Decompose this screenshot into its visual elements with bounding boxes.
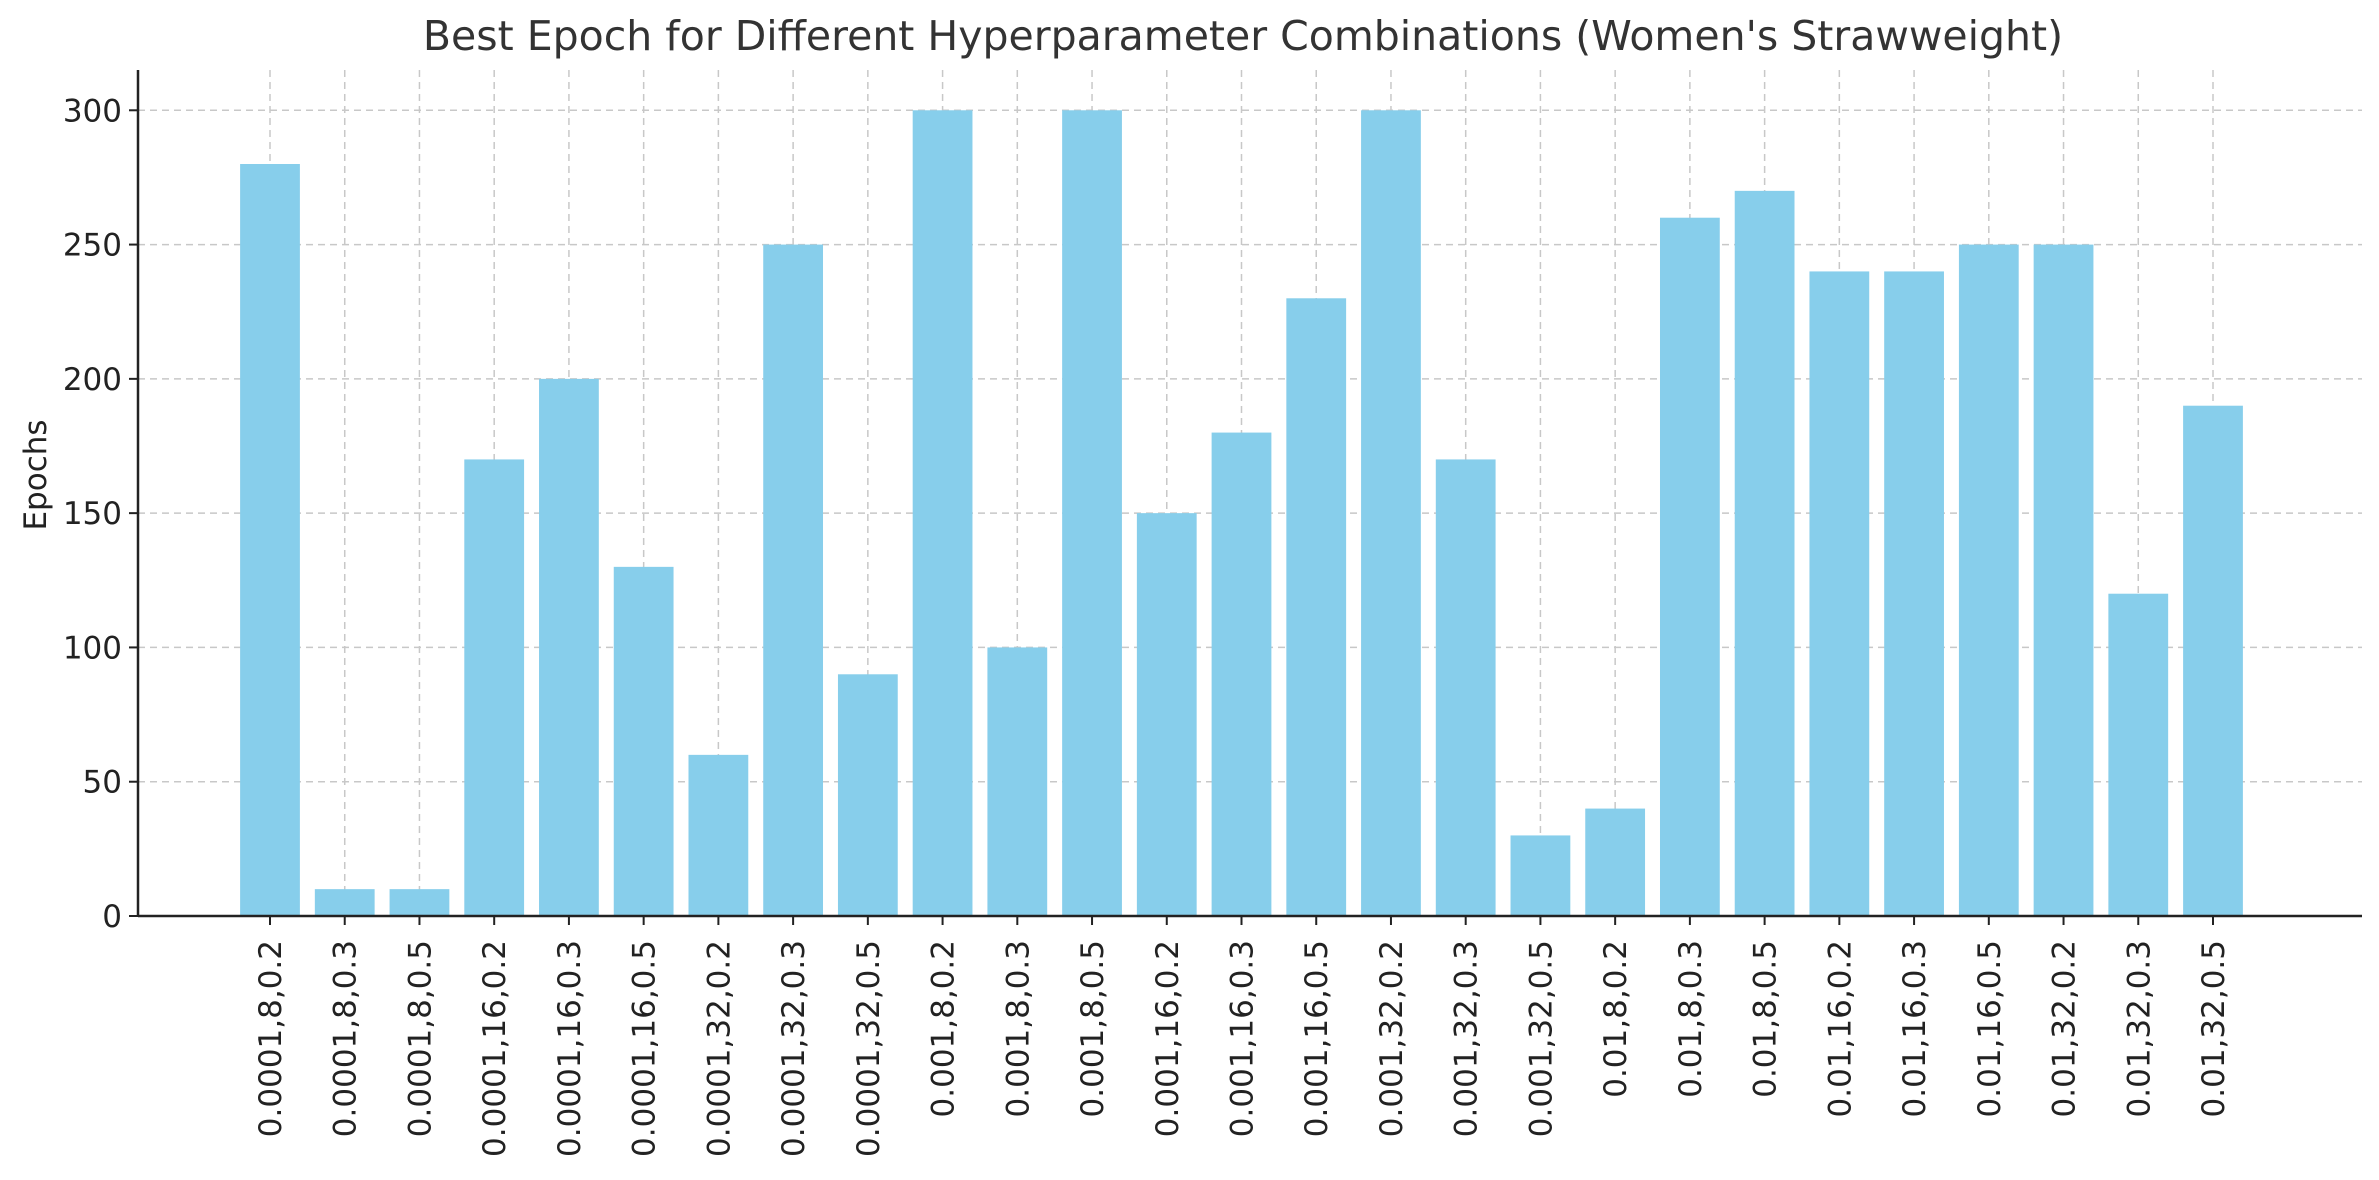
y-tick-label: 50 [83,765,122,801]
x-tick-label: 0.01,16,0.3 [1897,940,1933,1117]
bar [1062,110,1122,917]
x-tick-label: 0.001,16,0.3 [1225,940,1261,1137]
bar [314,889,375,916]
bar [613,566,674,916]
bar [1286,298,1347,916]
chart-title: Best Epoch for Different Hyperparameter … [423,12,2063,60]
bar [389,889,450,916]
y-tick-label: 150 [63,496,122,532]
bar [539,378,599,916]
x-tick-label: 0.01,16,0.5 [1972,940,2008,1117]
y-axis-label: Epochs [18,419,54,530]
x-tick-label: 0.01,32,0.2 [2047,940,2083,1117]
x-tick-label: 0.0001,16,0.5 [627,940,663,1157]
y-tick-label: 300 [63,93,122,129]
bar [1510,835,1571,916]
x-tick-label: 0.001,8,0.2 [926,940,962,1117]
bar [2108,593,2169,916]
x-tick-label: 0.01,16,0.2 [1822,940,1858,1117]
bar [1435,459,1496,916]
y-tick-label: 250 [63,228,122,264]
bars [240,110,2243,917]
bar [1809,271,1870,916]
axes [136,70,2362,918]
x-tick-label: 0.01,32,0.5 [2196,940,2232,1117]
bar [1136,513,1197,916]
bar [1361,110,1421,917]
bar [912,110,973,917]
x-tick-label: 0.0001,16,0.3 [552,940,588,1157]
bar [464,459,525,916]
bar [240,164,300,916]
x-tick-label: 0.01,8,0.3 [1673,940,1709,1098]
x-tick-label: 0.001,8,0.3 [1000,940,1036,1117]
bar [1958,244,2019,917]
bar [1211,432,1272,916]
x-tick-label: 0.001,16,0.5 [1299,940,1335,1137]
bar [1585,808,1646,916]
y-axis-ticks: 0 50 100 150 200 250 300 [63,93,138,935]
y-tick-label: 0 [102,899,122,935]
bar [1884,271,1944,916]
bar [1734,190,1795,916]
bar [2183,405,2243,916]
y-tick-label: 100 [63,630,122,666]
x-tick-label: 0.001,16,0.2 [1150,940,1186,1137]
x-tick-label: 0.0001,8,0.5 [402,940,438,1137]
bar [987,647,1048,916]
x-tick-label: 0.0001,32,0.5 [851,940,887,1157]
x-tick-label: 0.01,8,0.2 [1598,940,1634,1098]
x-axis-ticks: 0.0001,8,0.2 0.0001,8,0.3 0.0001,8,0.5 0.00… [253,916,2232,1157]
bar [1659,217,1720,916]
y-tick-label: 200 [63,362,122,398]
x-tick-label: 0.0001,32,0.3 [776,940,812,1157]
x-tick-label: 0.0001,8,0.2 [253,940,289,1137]
bar [688,754,749,916]
x-tick-label: 0.01,32,0.3 [2121,940,2157,1117]
x-tick-label: 0.001,8,0.5 [1075,940,1111,1117]
x-tick-label: 0.0001,8,0.3 [328,940,364,1137]
x-tick-label: 0.01,8,0.5 [1748,940,1784,1098]
x-tick-label: 0.0001,16,0.2 [477,940,513,1157]
x-tick-label: 0.001,32,0.3 [1449,940,1485,1137]
bar [763,244,824,917]
bar [837,674,898,916]
x-tick-label: 0.001,32,0.2 [1374,940,1410,1137]
x-tick-label: 0.0001,32,0.2 [701,940,737,1157]
x-tick-label: 0.001,32,0.5 [1523,940,1559,1137]
bar [2033,244,2094,917]
